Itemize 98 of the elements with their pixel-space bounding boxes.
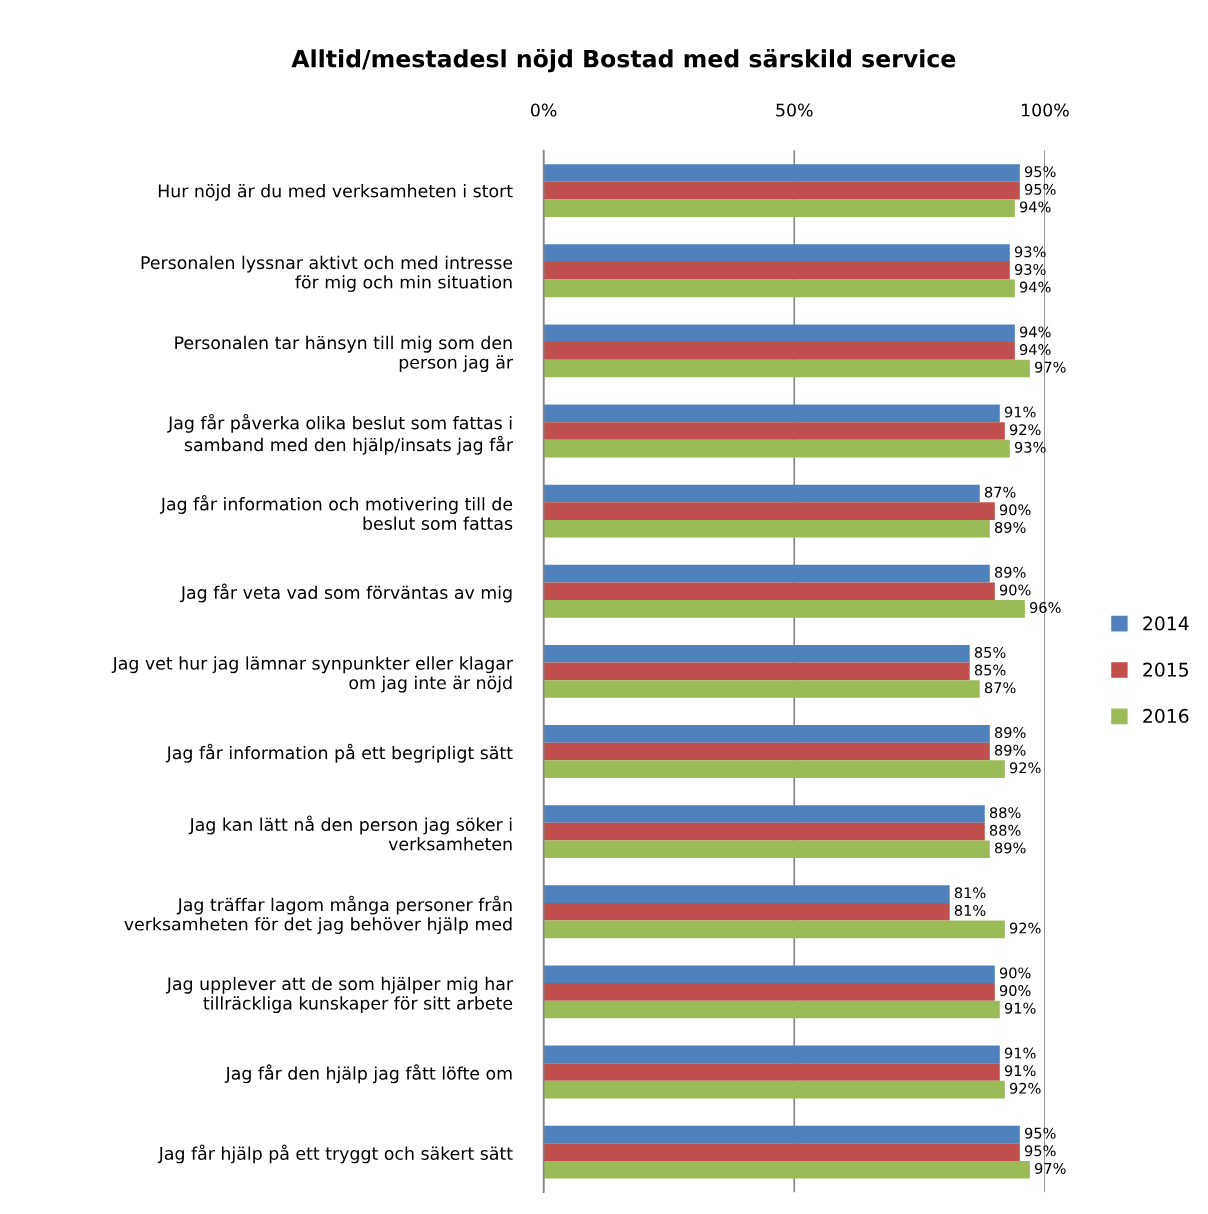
bar [543, 725, 990, 743]
data-label: 90% [999, 584, 1031, 596]
data-label: 89% [994, 727, 1026, 739]
bar [543, 342, 1015, 360]
data-label: 92% [1009, 424, 1041, 436]
bar [543, 279, 1015, 298]
data-label: 81% [954, 887, 986, 899]
bar [543, 1143, 1020, 1161]
bar [543, 439, 1010, 458]
x-tick-label: 100% [1022, 103, 1069, 117]
y-tick-label: Hur nöjd är du med verksamheten i stort [158, 184, 513, 201]
bar [543, 902, 950, 921]
bar [543, 600, 1025, 618]
data-label: 87% [984, 682, 1016, 694]
y-tick-label: Jag vet hur jag lämnar synpunkter eller klagar om jag inte är nöjd [111, 656, 514, 693]
y-tick-label: Jag träffar lagom många personer från verksamheten för det jag behöver hjälp med [124, 895, 512, 934]
legend-label: 2014 [1143, 616, 1189, 631]
data-label: 92% [1009, 762, 1041, 774]
data-label: 90% [999, 504, 1031, 516]
bar [543, 680, 980, 698]
data-label: 96% [1029, 602, 1061, 614]
data-label: 91% [1004, 406, 1036, 418]
bar [543, 1125, 1020, 1144]
data-label: 88% [989, 807, 1021, 819]
bar [543, 404, 1000, 423]
bar [543, 662, 970, 681]
bar [543, 324, 1015, 343]
data-label: 87% [984, 486, 1016, 498]
data-label: 89% [994, 744, 1026, 756]
bar [543, 422, 1005, 440]
data-label: 91% [1004, 1002, 1036, 1014]
bar [543, 519, 990, 538]
data-label: 95% [1024, 166, 1056, 178]
bar [543, 822, 985, 841]
bar [543, 244, 1010, 262]
bar [543, 359, 1030, 378]
bar [543, 805, 985, 823]
bar [543, 1063, 1000, 1081]
bar [543, 261, 1010, 280]
bar [543, 1080, 1005, 1099]
bar [543, 164, 1020, 182]
data-label: 89% [994, 521, 1026, 533]
data-label: 93% [1014, 441, 1046, 453]
bar [543, 742, 990, 761]
chart-title: Alltid/mestadesl nöjd Bostad med särskild service [291, 48, 956, 73]
data-label: 90% [999, 967, 1031, 979]
data-label: 94% [1019, 326, 1051, 338]
bar [543, 840, 990, 859]
bar [543, 644, 970, 663]
y-tick-label: Jag får information på ett begripligt sätt [165, 743, 513, 763]
y-tick-label: Personalen tar hänsyn till mig som den person jag är [175, 335, 514, 373]
bar [543, 484, 980, 503]
bar [543, 885, 950, 903]
data-label: 97% [1034, 361, 1066, 373]
bar [543, 1045, 1000, 1064]
y-tick-label: Personalen lyssnar aktivt och med intresse för mig och min situation [141, 255, 513, 292]
data-label: 95% [1024, 1145, 1056, 1157]
data-label: 90% [999, 985, 1031, 997]
data-label: 91% [1004, 1047, 1036, 1059]
data-label: 92% [1009, 1082, 1041, 1094]
y-tick-label: Jag kan lätt nå den person jag söker i verksamheten [188, 815, 512, 851]
y-tick-label: Jag får veta vad som förväntas av mig [179, 583, 512, 603]
data-label: 97% [1034, 1162, 1066, 1174]
data-label: 88% [989, 824, 1021, 836]
bar [543, 181, 1020, 200]
data-label: 95% [1024, 183, 1056, 195]
bar [543, 564, 990, 583]
data-label: 94% [1019, 281, 1051, 293]
bar [543, 920, 1005, 939]
bar [543, 1160, 1030, 1179]
bar [543, 199, 1015, 218]
data-label: 94% [1019, 201, 1051, 213]
y-tick-label: Jag får hjälp på ett tryggt och säkert sätt [157, 1144, 513, 1164]
data-label: 93% [1014, 263, 1046, 275]
data-label: 85% [974, 664, 1006, 676]
data-label: 85% [974, 646, 1006, 658]
y-tick-label: Jag får information och motivering till de beslut som fattas [159, 495, 513, 530]
data-label: 92% [1009, 922, 1041, 934]
y-tick-label: Jag får den hjälp jag fått löfte om [224, 1064, 512, 1084]
y-tick-label: Jag får påverka olika beslut som fattas i samband med den hjälp/insats jag får [167, 413, 514, 455]
bar [543, 965, 995, 984]
bar [543, 502, 995, 520]
y-tick-label: Jag upplever att de som hjälper mig har tillräckliga kunskaper för sitt arbete [165, 976, 514, 1014]
x-tick-label: 0% [530, 103, 557, 117]
data-label: 95% [1024, 1127, 1056, 1139]
data-label: 89% [994, 566, 1026, 578]
data-label: 91% [1004, 1065, 1036, 1077]
x-tick-label: 50% [776, 103, 813, 117]
data-label: 94% [1019, 344, 1051, 356]
bar [543, 582, 995, 601]
data-label: 81% [954, 904, 986, 916]
bar [543, 1000, 1000, 1019]
data-label: 89% [994, 842, 1026, 854]
data-label: 93% [1014, 246, 1046, 258]
bar [543, 983, 995, 1001]
legend-label: 2016 [1143, 708, 1189, 724]
bar [543, 760, 1005, 778]
legend-label: 2015 [1143, 662, 1189, 677]
